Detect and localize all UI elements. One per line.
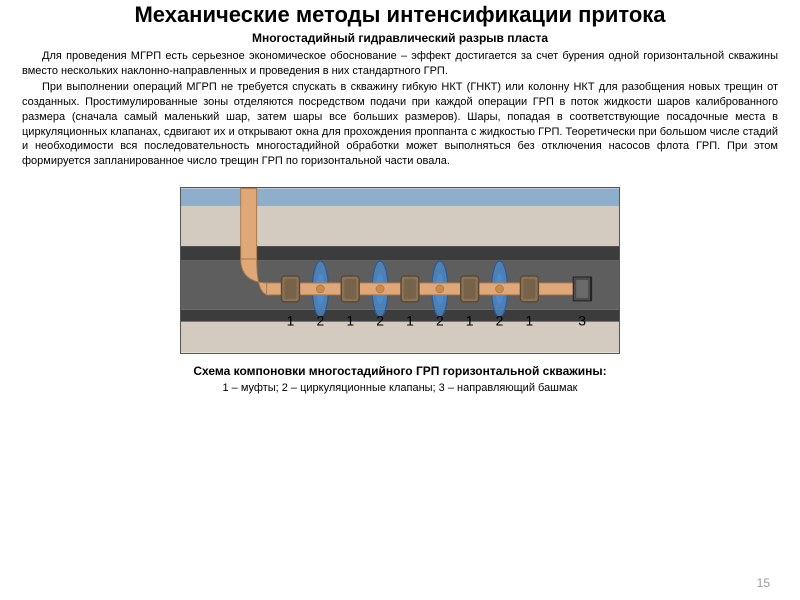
- page-number: 15: [757, 576, 770, 590]
- svg-text:2: 2: [496, 313, 504, 329]
- svg-text:1: 1: [526, 313, 534, 329]
- page-title: Механические методы интенсификации прито…: [0, 0, 800, 31]
- svg-text:1: 1: [287, 313, 295, 329]
- diagram-caption: Схема компоновки многостадийного ГРП гор…: [0, 364, 800, 380]
- paragraph-2: При выполнении операций МГРП не требуетс…: [0, 80, 800, 169]
- paragraph-1: Для проведения МГРП есть серьезное эконо…: [0, 49, 800, 79]
- svg-text:1: 1: [406, 313, 414, 329]
- svg-text:1: 1: [466, 313, 474, 329]
- svg-text:2: 2: [436, 313, 444, 329]
- diagram-legend: 1 – муфты; 2 – циркуляционные клапаны; 3…: [0, 382, 800, 394]
- page-subtitle: Многостадийный гидравлический разрыв пла…: [0, 31, 800, 45]
- svg-text:2: 2: [376, 313, 384, 329]
- well-diagram: 1 1 1 1 1 2 2 2 2 3: [181, 188, 619, 353]
- svg-text:1: 1: [346, 313, 354, 329]
- diagram-container: 1 1 1 1 1 2 2 2 2 3: [180, 187, 620, 354]
- svg-text:2: 2: [316, 313, 324, 329]
- svg-text:3: 3: [578, 313, 586, 329]
